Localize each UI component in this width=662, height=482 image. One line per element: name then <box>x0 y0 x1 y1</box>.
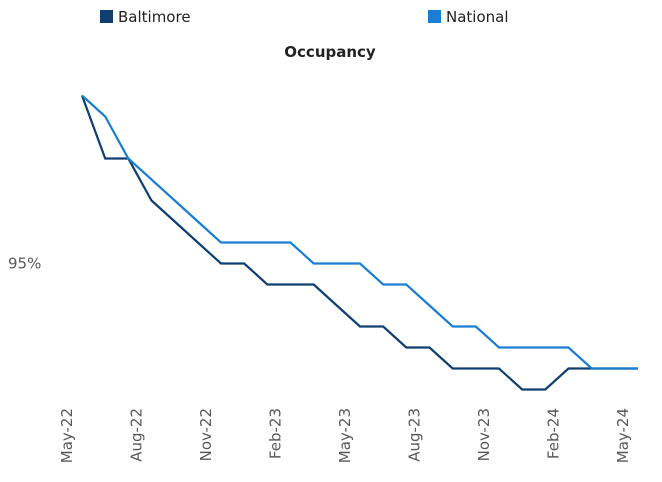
x-tick-label: Feb-24 <box>545 408 563 459</box>
legend-swatch <box>428 10 441 23</box>
x-tick-label: May-23 <box>336 408 354 463</box>
x-tick-label: Nov-23 <box>475 408 493 461</box>
legend-swatch <box>100 10 113 23</box>
x-tick-label: Aug-23 <box>406 408 424 462</box>
x-tick-label: May-22 <box>58 408 76 463</box>
legend-label: Baltimore <box>118 8 191 26</box>
x-tick-label: May-24 <box>614 408 632 463</box>
legend-label: National <box>446 8 509 26</box>
chart-title: Occupancy <box>284 43 376 61</box>
x-tick-label: Feb-23 <box>267 408 285 459</box>
series-line <box>80 95 638 391</box>
x-tick-label: Aug-22 <box>128 408 146 462</box>
series-line <box>81 94 638 370</box>
x-tick-label: Nov-22 <box>197 408 215 461</box>
y-tick-label: 95% <box>8 255 41 273</box>
